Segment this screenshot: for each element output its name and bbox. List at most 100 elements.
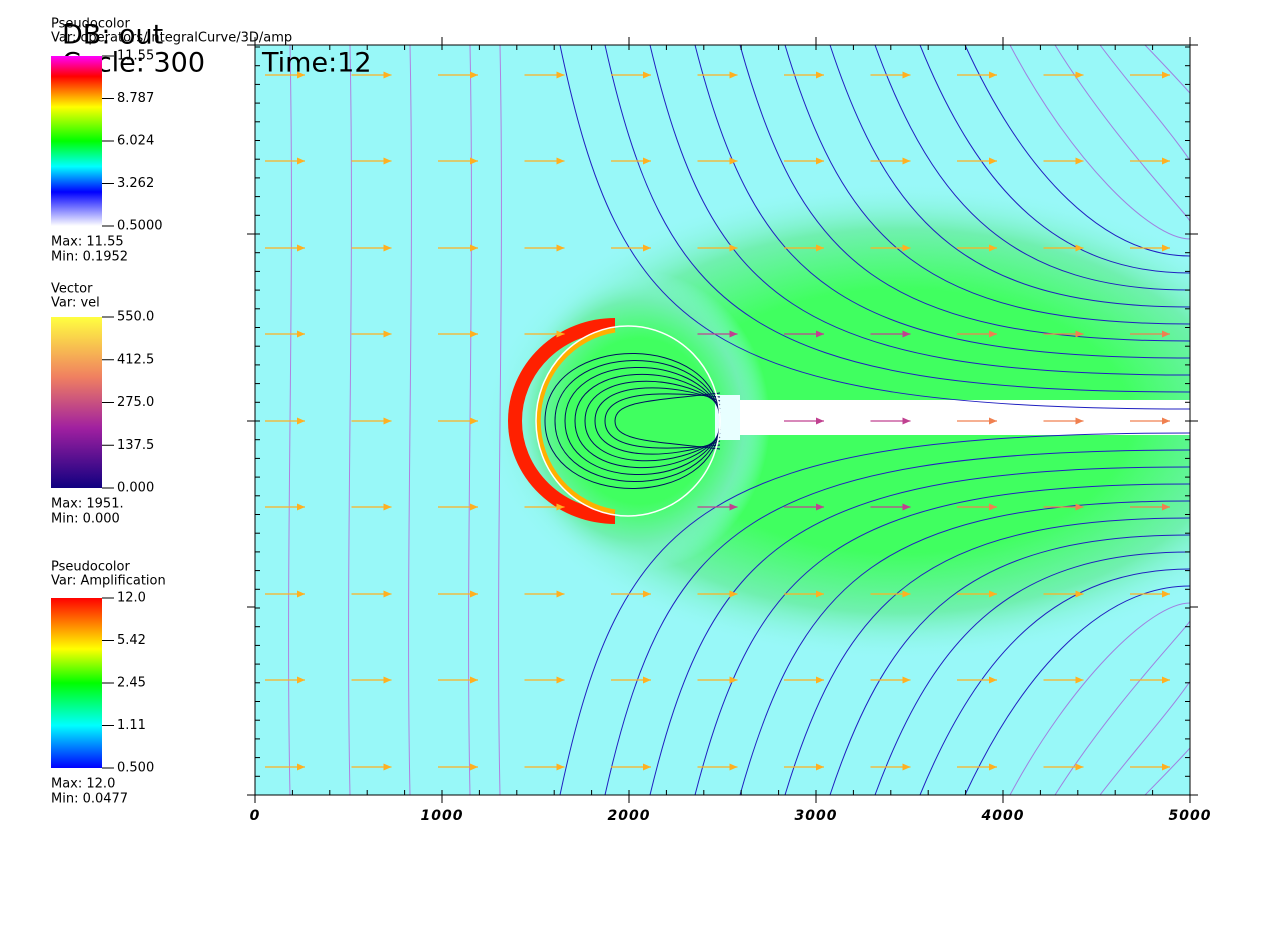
- streamline: [1144, 45, 1190, 188]
- vector-head: [989, 417, 997, 425]
- vector-head: [729, 763, 738, 771]
- vector-head: [1162, 590, 1170, 598]
- streamline: [498, 45, 502, 795]
- legend-min: Min: 0.0477: [51, 792, 128, 807]
- streamline: [1009, 45, 1190, 240]
- vector-head: [297, 590, 305, 598]
- legend-tick-label: 2.45: [117, 676, 146, 691]
- legend-tick-label: 3.262: [117, 176, 154, 191]
- streamline: [964, 45, 1190, 257]
- vector-head: [1075, 244, 1084, 252]
- vector-head: [729, 330, 738, 338]
- legend-tick-label: 12.0: [117, 591, 146, 606]
- color-bar: [51, 317, 102, 488]
- vector-head: [902, 71, 911, 79]
- vector-head: [470, 330, 478, 338]
- vector-head: [297, 763, 305, 771]
- legend-tick-label: 137.5: [117, 438, 154, 453]
- streamline: [408, 45, 412, 795]
- vector-head: [902, 763, 911, 771]
- db-label: DB: out: [62, 20, 163, 51]
- vector-head: [1075, 157, 1084, 165]
- legend-tick-label: 5.42: [117, 633, 146, 648]
- vector-head: [816, 590, 824, 598]
- vector-head: [643, 244, 651, 252]
- legend-tick-label: 412.5: [117, 352, 154, 367]
- vector-head: [989, 244, 997, 252]
- streamline: [584, 380, 721, 462]
- streamline: [964, 585, 1190, 795]
- vector-head: [729, 676, 738, 684]
- vector-head: [383, 157, 392, 165]
- streamline: [649, 466, 1190, 795]
- vector-head: [383, 244, 392, 252]
- x-tick-label: 0: [250, 808, 261, 824]
- vector-head: [383, 71, 392, 79]
- vector-head: [556, 330, 565, 338]
- vector-head: [902, 244, 911, 252]
- vector-head: [989, 763, 997, 771]
- streamline: [544, 353, 721, 489]
- vector-head: [297, 676, 305, 684]
- streamline: [348, 45, 352, 795]
- vector-head: [470, 244, 478, 252]
- vector-head: [729, 503, 738, 511]
- vector-head: [1075, 330, 1084, 338]
- vector-head: [1162, 417, 1170, 425]
- vector-head: [902, 417, 911, 425]
- vector-head: [989, 71, 997, 79]
- legend-var: Var: operators/IntegralCurve/3D/amp: [51, 31, 292, 46]
- vector-head: [643, 763, 651, 771]
- vector-head: [1162, 157, 1170, 165]
- field: [255, 45, 1190, 795]
- legend-tick-label: 11.55: [117, 49, 154, 64]
- vector-head: [902, 157, 911, 165]
- streamline: [829, 45, 1190, 308]
- vector-head: [1162, 763, 1170, 771]
- vector-head: [470, 503, 478, 511]
- vector-head: [902, 590, 911, 598]
- streamline: [604, 449, 1190, 795]
- tail: [740, 400, 1190, 435]
- vector-head: [1075, 71, 1084, 79]
- vector-head: [816, 417, 824, 425]
- streamline: [874, 45, 1190, 291]
- vector-head: [729, 71, 738, 79]
- vector-head: [470, 590, 478, 598]
- vector-head: [383, 676, 392, 684]
- streamline: [1099, 637, 1190, 795]
- vector-head: [297, 330, 305, 338]
- streamline: [574, 374, 721, 468]
- streamline: [739, 45, 1190, 342]
- vector-head: [470, 417, 478, 425]
- vector-head: [989, 503, 997, 511]
- streamline: [784, 517, 1190, 795]
- legend-max: Max: 11.55: [51, 235, 124, 250]
- vector-head: [816, 503, 824, 511]
- x-tick-label: 3000: [795, 808, 838, 824]
- streamline: [1144, 654, 1190, 795]
- legend-var: Var: vel: [51, 296, 100, 311]
- vector-head: [816, 763, 824, 771]
- vector-head: [297, 71, 305, 79]
- streamline: [694, 45, 1190, 359]
- streamline: [614, 392, 721, 450]
- legend-title: Vector: [51, 282, 93, 297]
- vector-head: [470, 157, 478, 165]
- streamline: [1009, 602, 1190, 795]
- vector-head: [1162, 330, 1170, 338]
- legend-min: Min: 0.1952: [51, 250, 128, 265]
- legend-tick-label: 0.500: [117, 761, 154, 776]
- legend-var: Var: Amplification: [51, 574, 166, 589]
- streamline: [874, 551, 1190, 795]
- vector-head: [556, 71, 565, 79]
- x-tick-label: 4000: [981, 808, 1025, 824]
- vector-head: [470, 676, 478, 684]
- streamline: [694, 483, 1190, 795]
- vector-head: [643, 71, 651, 79]
- vector-head: [297, 417, 305, 425]
- legend-max: Max: 1951.: [51, 497, 124, 512]
- streamline: [1099, 45, 1190, 205]
- vector-head: [383, 503, 392, 511]
